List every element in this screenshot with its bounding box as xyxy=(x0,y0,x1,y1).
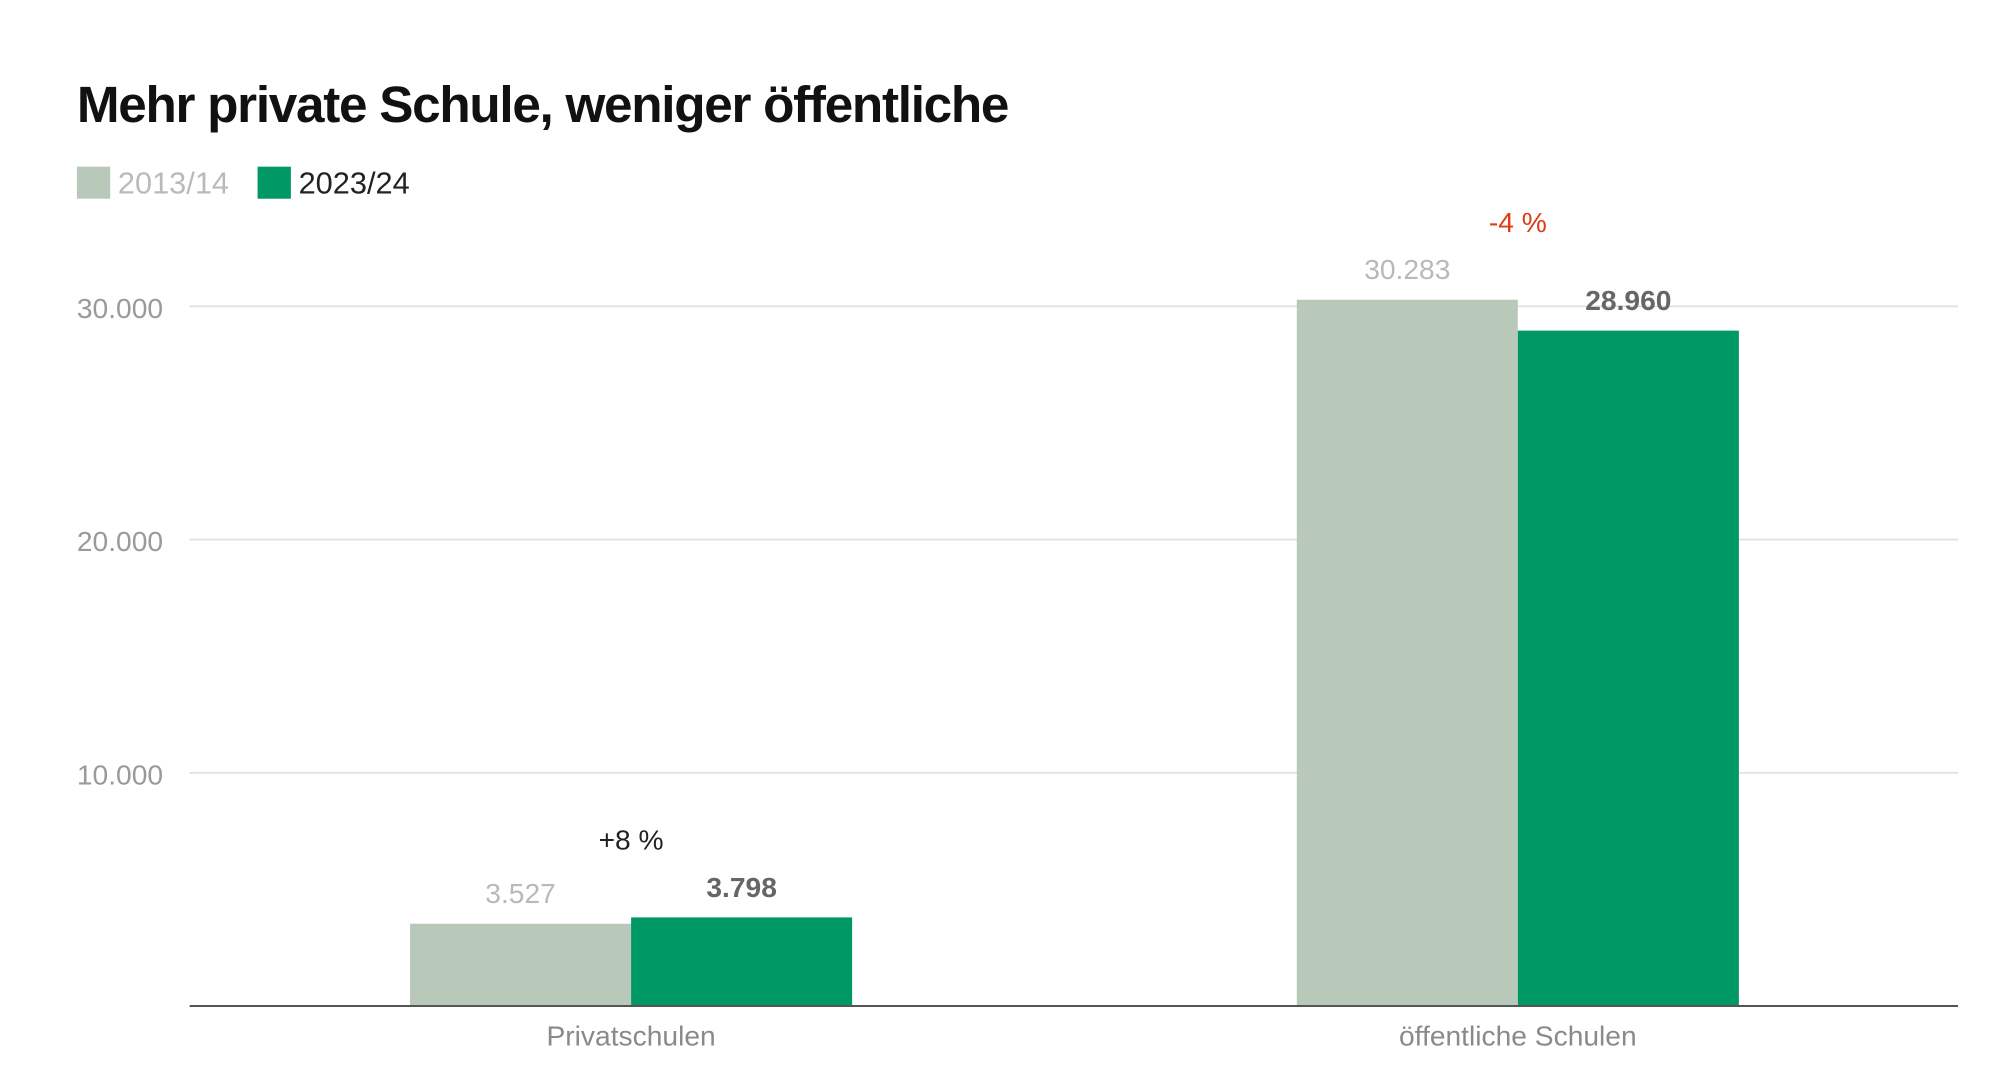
legend-label: 2013/14 xyxy=(118,166,229,201)
bars xyxy=(410,299,1739,1006)
bar xyxy=(1296,299,1518,1006)
legend-swatch xyxy=(257,166,291,199)
y-tick-label: 10.000 xyxy=(77,758,163,790)
data-label: 30.283 xyxy=(1364,253,1450,285)
bar xyxy=(631,917,853,1006)
bar xyxy=(410,923,632,1006)
change-annotation: -4 % xyxy=(1489,206,1547,238)
legend-swatch xyxy=(76,166,111,199)
legend-label: 2023/24 xyxy=(299,166,410,201)
x-category-label: Privatschulen xyxy=(546,1020,715,1052)
labels: 3.527 3.798 Privatschulen +8 % 30.283 28.960 ö… xyxy=(485,206,1671,1052)
data-label: 3.527 xyxy=(485,877,556,909)
bar xyxy=(1517,330,1739,1006)
chart-title: Mehr private Schule, weniger öffentliche xyxy=(77,76,1008,133)
data-label: 28.960 xyxy=(1585,284,1671,316)
data-label: 3.798 xyxy=(706,871,777,903)
x-category-label: öffentliche Schulen xyxy=(1399,1020,1637,1052)
legend: 2013/14 2023/24 xyxy=(76,166,410,201)
change-annotation: +8 % xyxy=(599,824,664,856)
y-tick-label: 20.000 xyxy=(77,525,163,557)
y-tick-label: 30.000 xyxy=(77,292,163,324)
